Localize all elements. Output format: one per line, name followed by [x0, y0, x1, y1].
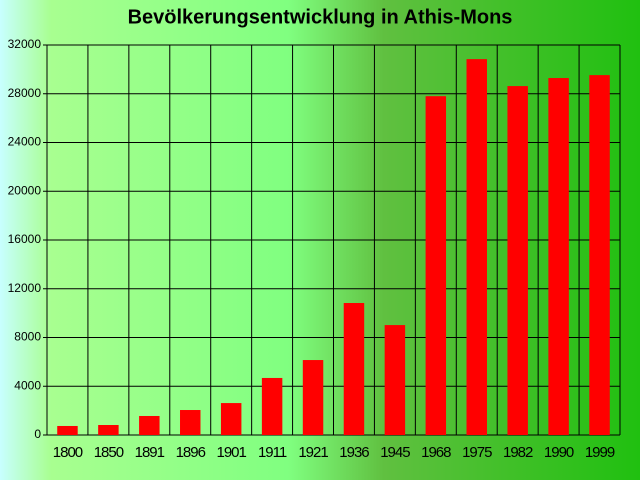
- x-tick-label: 1891: [135, 444, 165, 461]
- bar: [507, 86, 528, 436]
- x-tick-label: 1975: [462, 444, 492, 461]
- x-tick-label: 1800: [53, 444, 83, 461]
- y-tick-label: 4000: [14, 378, 41, 392]
- x-tick-label: 1921: [298, 444, 328, 461]
- x-tick-label: 1982: [503, 444, 533, 461]
- bar: [57, 425, 78, 435]
- bar: [261, 377, 283, 435]
- bar: [220, 403, 242, 435]
- bar: [302, 360, 324, 435]
- x-tick-label: 1936: [339, 444, 369, 461]
- y-tick-label: 20000: [8, 183, 42, 197]
- y-tick-label: 24000: [8, 135, 42, 149]
- y-tick-label: 32000: [8, 37, 42, 51]
- y-tick-label: 28000: [8, 86, 42, 100]
- bar: [425, 96, 447, 435]
- bar: [98, 425, 119, 435]
- bar: [180, 410, 201, 435]
- bar: [466, 59, 487, 435]
- bar: [589, 75, 610, 436]
- y-tick-label: 12000: [8, 281, 42, 295]
- y-tick-label: 8000: [14, 330, 41, 344]
- x-tick-label: 1850: [94, 444, 124, 461]
- x-tick-label: 1945: [380, 444, 410, 461]
- bar: [384, 325, 406, 435]
- x-tick-label: 1911: [258, 444, 287, 461]
- y-tick-label: 16000: [8, 232, 42, 246]
- x-tick-label: 1968: [421, 444, 451, 461]
- x-tick-label: 1901: [216, 444, 246, 461]
- bar: [548, 78, 569, 435]
- x-tick-label: 1999: [585, 444, 615, 461]
- x-tick-label: 1896: [176, 444, 206, 461]
- bar: [343, 303, 365, 435]
- x-tick-label: 1990: [544, 444, 574, 461]
- chart-title: Bevölkerungsentwicklung in Athis-Mons: [128, 6, 513, 28]
- bar: [139, 415, 160, 435]
- y-tick-label: 0: [34, 427, 41, 441]
